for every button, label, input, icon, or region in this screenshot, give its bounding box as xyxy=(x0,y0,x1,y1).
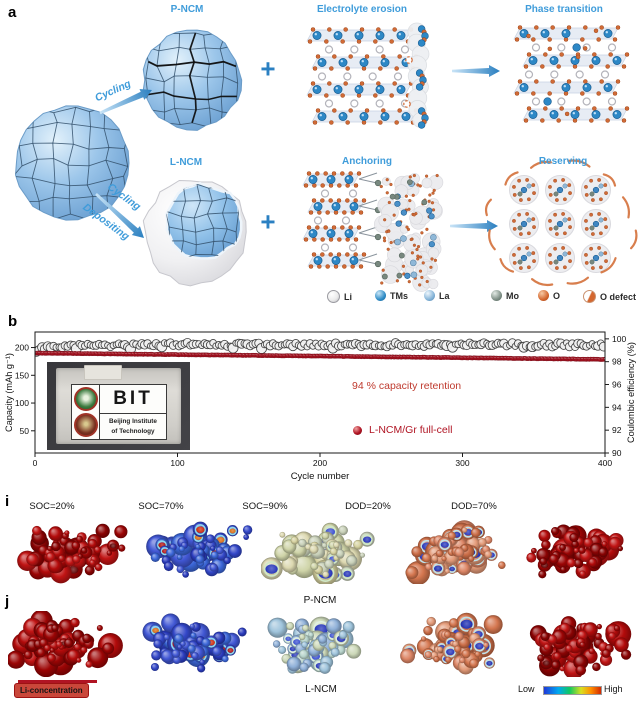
plot-frame xyxy=(34,331,606,454)
lattice-electrolyte-erosion xyxy=(306,22,430,129)
li-map-lncm-dod70 xyxy=(518,611,636,677)
bit-label: BIT Beijing Institute of Technology xyxy=(71,384,167,440)
panel-a-label: a xyxy=(8,4,17,21)
y-right-tick-label: 92 xyxy=(612,425,622,435)
li-map-lncm-soc70 xyxy=(136,611,254,677)
li-map-pncm-dod20 xyxy=(396,518,514,584)
legend-item-la: La xyxy=(424,290,450,301)
o-defect-atom-icon xyxy=(583,290,596,303)
legend-item-o: O xyxy=(538,290,560,301)
legend-label-li: Li xyxy=(344,291,352,302)
process-arrow xyxy=(99,89,152,115)
column-label-soc70: SOC=70% xyxy=(138,501,184,512)
caption-l-ncm: L-NCM xyxy=(305,684,337,695)
legend-label-la: La xyxy=(439,290,450,301)
x-tick-label: 300 xyxy=(455,458,469,468)
x-tick-label: 100 xyxy=(170,458,184,468)
plus-sign-bottom: + xyxy=(260,206,276,237)
y-left-tick-label: 150 xyxy=(15,370,29,380)
colorbar-low-label: Low xyxy=(518,684,535,694)
legend-label-o-defect: O defect xyxy=(600,291,637,302)
caption-p-ncm: P-NCM xyxy=(303,595,337,606)
li-map-lncm-soc90 xyxy=(258,611,376,677)
colorbar-gradient xyxy=(543,686,602,695)
legend-label-tms: TMs xyxy=(390,290,408,301)
capacity-marker-icon xyxy=(353,425,362,435)
li-map-pncm-soc90 xyxy=(261,518,379,584)
y-axis-label-left: Capacity (mAh g⁻¹) xyxy=(4,353,14,432)
column-label-soc90: SOC=90% xyxy=(242,501,288,512)
y-left-tick-label: 50 xyxy=(20,426,30,436)
y-right-tick-label: 94 xyxy=(612,402,622,412)
lattice-phase-transition xyxy=(513,25,630,123)
o-atom-icon xyxy=(538,290,549,301)
bit-emblem-icon xyxy=(73,387,98,411)
x-axis-label: Cycle number xyxy=(291,471,350,482)
li-map-lncm-dod20 xyxy=(396,611,514,677)
x-tick-label: 200 xyxy=(313,458,327,468)
lattice-reserving xyxy=(484,159,638,287)
scale-bar xyxy=(18,680,97,683)
x-tick-label: 0 xyxy=(33,458,38,468)
tms-atom-icon xyxy=(375,290,386,301)
legend-item-o-defect: O defect xyxy=(583,290,636,303)
y-right-tick-label: 90 xyxy=(612,448,622,458)
li-map-lncm-soc20 xyxy=(8,611,126,677)
pouch-cell-photo: BIT Beijing Institute of Technology xyxy=(47,362,190,450)
legend-item-mo: Mo xyxy=(491,290,519,301)
y-left-tick-label: 100 xyxy=(15,398,29,408)
y-right-tick-label: 96 xyxy=(612,380,622,390)
y-axis-label-right: Coulombic efficiency (%) xyxy=(626,342,636,443)
label-electrolyte-erosion: Electrolyte erosion xyxy=(316,4,408,15)
column-label-dod20: DOD=20% xyxy=(345,501,391,512)
panel-j-label: j xyxy=(5,593,10,610)
retention-annotation: 94 % capacity retention xyxy=(352,380,462,392)
bit-name-line1: Beijing Institute xyxy=(109,418,157,426)
la-atom-icon xyxy=(424,290,435,301)
panel-i-label: i xyxy=(5,493,10,510)
li-map-pncm-soc20 xyxy=(15,518,133,584)
y-left-tick-label: 200 xyxy=(15,343,29,353)
label-p-ncm: P-NCM xyxy=(170,4,204,15)
panel-a-graphics xyxy=(14,22,638,292)
bit-name-line2: of Technology xyxy=(111,427,155,435)
label-l-ncm: L-NCM xyxy=(169,157,203,168)
label-anchoring: Anchoring xyxy=(342,156,392,167)
label-reserving: Reserving xyxy=(538,156,588,167)
process-arrow xyxy=(95,193,144,238)
tape-strip xyxy=(84,365,122,380)
p-ncm-particle xyxy=(142,29,243,131)
series-legend-label: L-NCM/Gr full-cell xyxy=(369,424,453,436)
pouch-cell: BIT Beijing Institute of Technology xyxy=(56,365,181,444)
legend-label-mo: Mo xyxy=(506,290,519,301)
li-concentration-badge: Li-concentration xyxy=(14,683,89,698)
li-atom-icon xyxy=(327,290,340,303)
legend-item-li: Li xyxy=(327,290,352,303)
panel-b-label: b xyxy=(8,313,18,330)
y-right-tick-label: 98 xyxy=(612,357,622,367)
mo-atom-icon xyxy=(491,290,502,301)
process-arrow xyxy=(452,65,500,77)
lattice-anchoring xyxy=(302,171,444,292)
legend-label-o: O xyxy=(553,290,561,301)
column-label-dod70: DOD=70% xyxy=(451,501,497,512)
series-legend: L-NCM/Gr full-cell xyxy=(353,424,452,436)
bit-acronym: BIT xyxy=(100,385,166,415)
bit-logos xyxy=(72,385,100,439)
column-label-soc20: SOC=20% xyxy=(29,501,75,512)
cycling-chart: 0 100 200 300 400501001502009092949698100Cap… xyxy=(4,331,636,482)
y-right-tick-label: 100 xyxy=(612,334,626,344)
li-map-pncm-dod70 xyxy=(518,518,636,584)
process-arrow xyxy=(450,220,498,232)
bit-anniversary-icon xyxy=(73,413,98,437)
colorbar-high-label: High xyxy=(604,684,623,694)
li-map-pncm-soc70 xyxy=(143,518,261,584)
plus-sign-top: + xyxy=(260,53,276,84)
x-tick-label: 400 xyxy=(598,458,612,468)
legend-item-tms: TMs xyxy=(375,290,408,301)
label-phase-transition: Phase transition xyxy=(525,4,603,15)
